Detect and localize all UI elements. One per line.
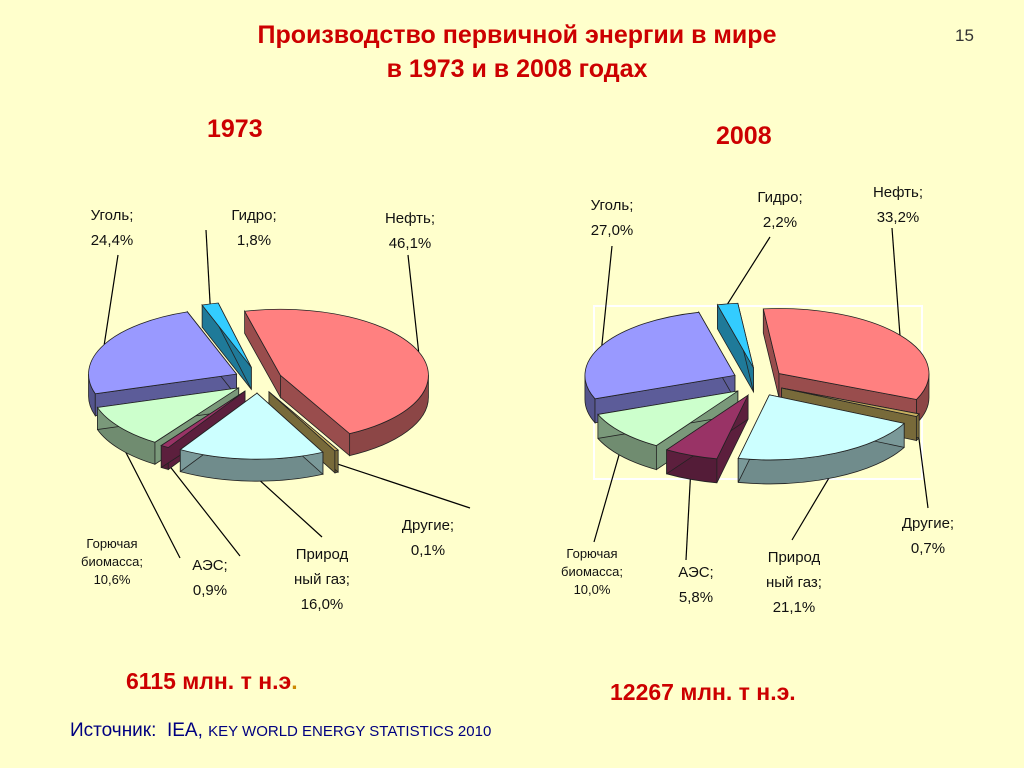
- pie-1973: [88, 302, 429, 482]
- source-org: IEA,: [166, 720, 203, 741]
- source-label: Источник:: [70, 720, 157, 741]
- label-2008-gaz-value: 21,1%: [772, 599, 816, 616]
- slide-title: Производство первичной энергии в мире в …: [180, 18, 854, 86]
- slice-2008-gidro: [716, 302, 754, 394]
- label-1973-aes: АЭС; 0,9%: [172, 553, 248, 603]
- label-1973-gaz-name-1: Природ: [295, 546, 349, 563]
- leader-2008-ugol: [601, 245, 613, 346]
- label-1973-gaz-name-2: ный газ;: [294, 571, 350, 588]
- label-1973-drugie: Другие; 0,1%: [382, 513, 474, 563]
- label-2008-drugie-value: 0,7%: [910, 540, 946, 557]
- source-publication: KEY WORLD ENERGY STATISTICS 2010: [208, 723, 492, 740]
- label-2008-gidro-value: 2,2%: [762, 214, 798, 231]
- label-2008-aes-name: АЭС;: [678, 564, 714, 581]
- label-2008-biomassa: Горючая биомасса; 10,0%: [542, 545, 642, 599]
- leader-2008-gaz: [791, 467, 836, 541]
- slice-1973-gaz: [179, 392, 324, 482]
- label-2008-biomassa-value: 10,0%: [573, 582, 611, 597]
- year-label-1973: 1973: [207, 115, 263, 143]
- label-2008-gidro-name: Гидро;: [757, 189, 803, 206]
- label-2008-neft-name: Нефть;: [872, 184, 924, 201]
- label-2008-neft-value: 33,2%: [876, 209, 920, 226]
- label-1973-gaz-value: 16,0%: [300, 596, 344, 613]
- label-1973-biomassa-value: 10,6%: [93, 572, 131, 587]
- leader-2008-biomassa: [593, 446, 623, 543]
- label-1973-gidro: Гидро; 1,8%: [214, 203, 294, 253]
- label-1973-neft-name: Нефть;: [384, 210, 436, 227]
- label-1973-aes-value: 0,9%: [192, 582, 228, 599]
- label-2008-ugol-value: 27,0%: [590, 222, 634, 239]
- label-1973-biomassa-name-1: Горючая: [86, 536, 138, 551]
- label-1973-ugol-value: 24,4%: [90, 232, 134, 249]
- slice-2008-gaz: [737, 394, 906, 485]
- label-2008-neft: Нефть; 33,2%: [856, 180, 940, 230]
- title-line-1: Производство первичной энергии в мире: [257, 21, 777, 49]
- leader-1973-aes: [164, 459, 241, 557]
- leader-1973-gidro: [205, 229, 211, 304]
- label-2008-gidro: Гидро; 2,2%: [740, 185, 820, 235]
- leader-2008-aes: [685, 469, 692, 561]
- label-2008-gaz-name-2: ный газ;: [766, 574, 822, 591]
- label-2008-gaz-name-1: Природ: [767, 549, 821, 566]
- leader-1973-ugol: [103, 254, 119, 345]
- label-2008-biomassa-name-2: биомасса;: [561, 564, 623, 579]
- label-1973-gaz: Природ ный газ; 16,0%: [276, 542, 368, 617]
- pie-2008: [584, 302, 930, 485]
- leader-1973-gaz: [250, 471, 323, 538]
- label-1973-aes-name: АЭС;: [192, 557, 228, 574]
- label-1973-neft-value: 46,1%: [388, 235, 432, 252]
- leader-1973-drugie: [336, 463, 471, 509]
- total-1973-dot: .: [291, 668, 298, 694]
- label-2008-drugie: Другие; 0,7%: [882, 511, 974, 561]
- label-2008-ugol: Уголь; 27,0%: [572, 193, 652, 243]
- total-2008: 12267 млн. т н.э.: [610, 679, 796, 705]
- leader-2008-gidro: [727, 236, 771, 305]
- label-2008-aes: АЭС; 5,8%: [658, 560, 734, 610]
- label-1973-drugie-value: 0,1%: [410, 542, 446, 559]
- leader-lines: [103, 227, 929, 561]
- total-1973: 6115 млн. т н.э.: [126, 668, 298, 695]
- label-2008-drugie-name: Другие;: [901, 515, 955, 532]
- source-line: Источник: IEA, KEY WORLD ENERGY STATISTI…: [70, 720, 491, 742]
- leader-2008-neft: [891, 227, 901, 336]
- label-2008-biomassa-name-1: Горючая: [566, 546, 618, 561]
- label-1973-gidro-name: Гидро;: [231, 207, 277, 224]
- label-2008-gaz: Природ ный газ; 21,1%: [748, 545, 840, 620]
- label-2008-ugol-name: Уголь;: [590, 197, 634, 214]
- total-1973-text: 6115 млн. т н.э: [126, 668, 292, 694]
- slice-1973-neft: [243, 308, 429, 457]
- leader-1973-biomassa: [119, 439, 181, 559]
- label-2008-aes-value: 5,8%: [678, 589, 714, 606]
- label-1973-drugie-name: Другие;: [401, 517, 455, 534]
- label-1973-ugol-name: Уголь;: [90, 207, 134, 224]
- slice-1973-gidro: [201, 302, 252, 391]
- label-1973-gidro-value: 1,8%: [236, 232, 272, 249]
- label-1973-neft: Нефть; 46,1%: [368, 206, 452, 256]
- label-1973-biomassa: Горючая биомасса; 10,6%: [62, 535, 162, 589]
- leader-2008-drugie: [917, 429, 929, 509]
- label-1973-biomassa-name-2: биомасса;: [81, 554, 143, 569]
- label-1973-ugol: Уголь; 24,4%: [72, 203, 152, 253]
- page-number: 15: [955, 26, 974, 45]
- slice-2008-aes: [665, 394, 750, 484]
- year-label-2008: 2008: [716, 122, 772, 150]
- leader-1973-neft: [407, 254, 420, 352]
- title-line-2: в 1973 и в 2008 годах: [386, 55, 648, 83]
